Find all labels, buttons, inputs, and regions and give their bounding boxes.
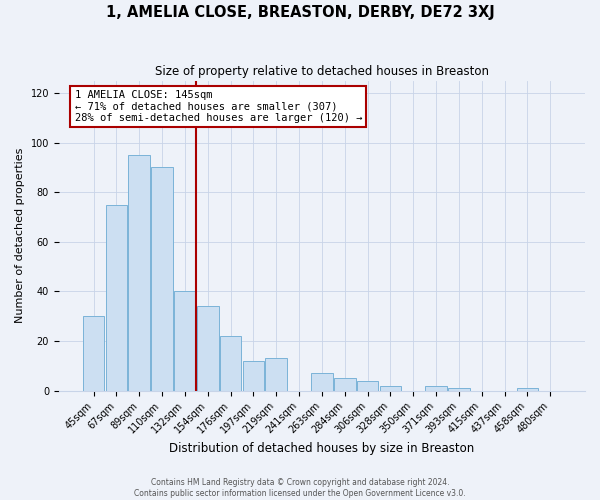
Title: Size of property relative to detached houses in Breaston: Size of property relative to detached ho…: [155, 65, 489, 78]
Y-axis label: Number of detached properties: Number of detached properties: [15, 148, 25, 323]
Bar: [106, 204, 127, 390]
Bar: [425, 386, 447, 390]
Text: Contains HM Land Registry data © Crown copyright and database right 2024.
Contai: Contains HM Land Registry data © Crown c…: [134, 478, 466, 498]
Bar: [197, 306, 218, 390]
Text: 1 AMELIA CLOSE: 145sqm
← 71% of detached houses are smaller (307)
28% of semi-de: 1 AMELIA CLOSE: 145sqm ← 71% of detached…: [74, 90, 362, 123]
Bar: [448, 388, 470, 390]
Bar: [242, 361, 264, 390]
Bar: [174, 292, 196, 390]
Bar: [128, 155, 150, 390]
Bar: [311, 373, 333, 390]
Text: 1, AMELIA CLOSE, BREASTON, DERBY, DE72 3XJ: 1, AMELIA CLOSE, BREASTON, DERBY, DE72 3…: [106, 5, 494, 20]
Bar: [334, 378, 356, 390]
Bar: [220, 336, 241, 390]
Bar: [380, 386, 401, 390]
Bar: [517, 388, 538, 390]
Bar: [151, 168, 173, 390]
X-axis label: Distribution of detached houses by size in Breaston: Distribution of detached houses by size …: [169, 442, 475, 455]
Bar: [265, 358, 287, 390]
Bar: [83, 316, 104, 390]
Bar: [357, 380, 379, 390]
